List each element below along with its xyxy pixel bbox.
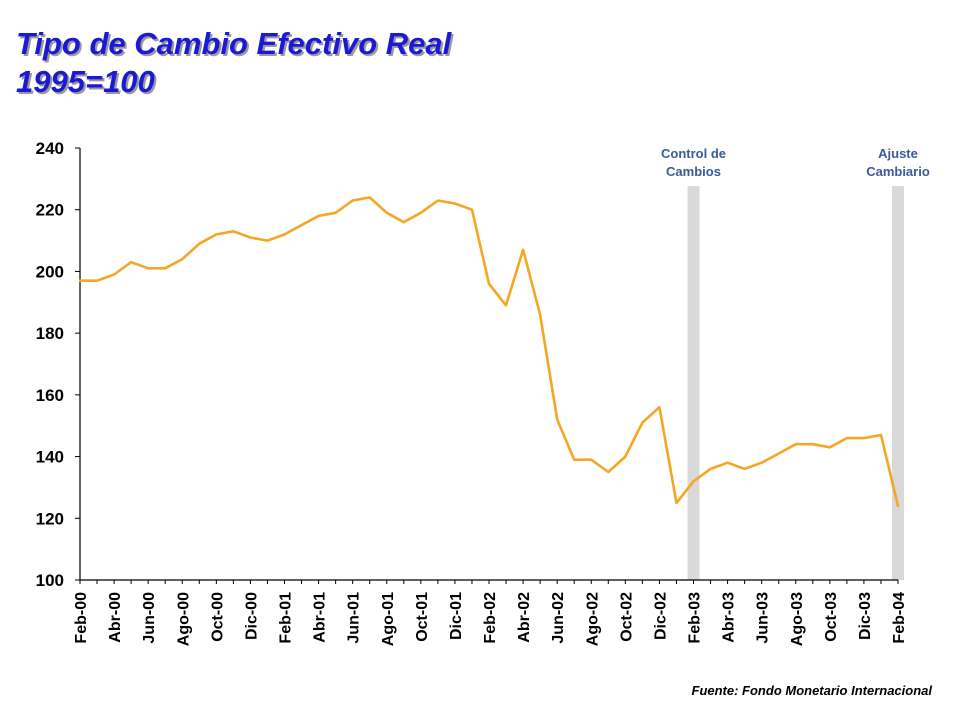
series-line-1 <box>78 196 900 508</box>
x-tick-label: Abr-03 <box>721 592 738 643</box>
x-tick-label: Oct-02 <box>618 592 635 642</box>
x-tick-label: Jun-00 <box>141 592 158 644</box>
y-tick-label: 240 <box>36 139 64 158</box>
y-tick-label: 160 <box>36 386 64 405</box>
x-tick-label: Ago-03 <box>789 592 806 646</box>
x-tick-label: Feb-00 <box>73 592 90 644</box>
y-tick-label: 220 <box>36 201 64 220</box>
x-tick-label: Abr-00 <box>107 592 124 643</box>
x-tick-label: Ago-02 <box>584 592 601 646</box>
source-note: Fuente: Fondo Monetario Internacional <box>691 683 933 698</box>
x-tick-label: Feb-04 <box>891 592 908 644</box>
y-tick-label: 180 <box>36 324 64 343</box>
x-tick-label: Abr-01 <box>312 592 329 643</box>
chart-title-line1: Tipo de Cambio Efectivo Real <box>16 26 452 61</box>
x-tick-label: Jun-03 <box>755 592 772 644</box>
x-tick-label: Ago-01 <box>380 592 397 646</box>
x-tick-label: Abr-02 <box>516 592 533 643</box>
event-label-2-line1: Ajuste <box>878 146 918 161</box>
event-label-2-line2: Cambiario <box>866 164 930 179</box>
x-tick-label: Dic-03 <box>857 592 874 640</box>
x-tick-label: Feb-01 <box>278 592 295 644</box>
x-tick-label: Dic-02 <box>652 592 669 640</box>
event-band-2 <box>892 186 904 580</box>
x-tick-label: Ago-00 <box>175 592 192 646</box>
event-label-1-line2: Cambios <box>666 164 721 179</box>
x-tick-label: Jun-01 <box>346 592 363 644</box>
x-tick-label: Oct-00 <box>209 592 226 642</box>
x-tick-label: Feb-03 <box>687 592 704 644</box>
y-tick-label: 200 <box>36 262 64 281</box>
x-tick-label: Dic-01 <box>448 592 465 640</box>
x-tick-label: Jun-02 <box>550 592 567 644</box>
y-tick-label: 120 <box>36 509 64 528</box>
event-label-1-line1: Control de <box>661 146 726 161</box>
chart-subtitle: 1995=100 <box>16 64 155 99</box>
x-tick-label: Feb-02 <box>482 592 499 644</box>
x-tick-label: Dic-00 <box>243 592 260 640</box>
event-band-1 <box>687 186 700 580</box>
y-tick-label: 100 <box>36 571 64 590</box>
y-tick-label: 140 <box>36 448 64 467</box>
x-tick-label: Oct-01 <box>414 592 431 642</box>
x-tick-label: Oct-03 <box>823 592 840 642</box>
